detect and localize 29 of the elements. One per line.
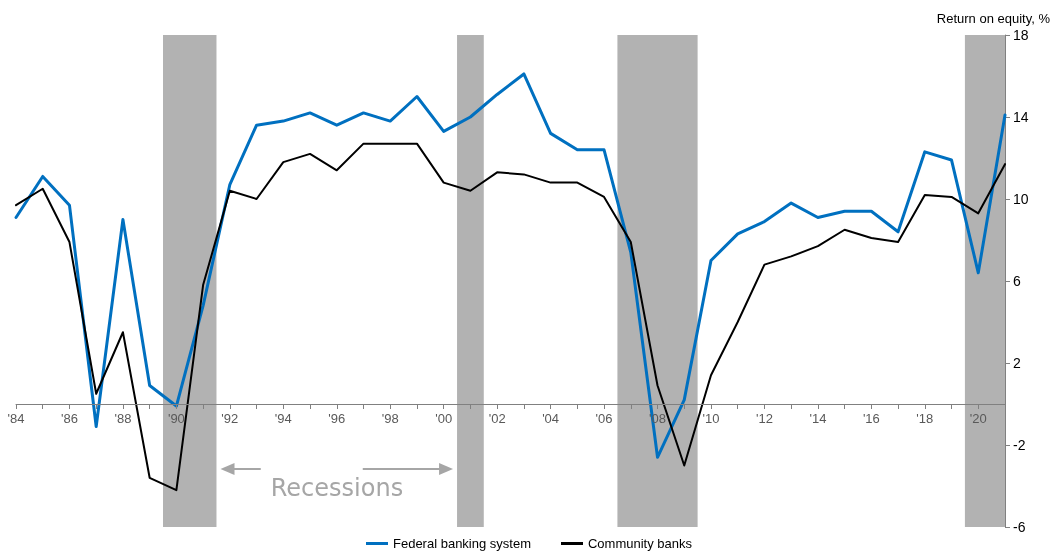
x-tick-label: '98 xyxy=(381,411,399,426)
x-tick-label: '96 xyxy=(328,411,346,426)
y-tick-label: 18 xyxy=(1013,27,1029,43)
x-tick-label: '02 xyxy=(488,411,506,426)
x-tick-label: '14 xyxy=(809,411,827,426)
y-tick-label: -6 xyxy=(1013,519,1026,535)
x-tick-label: '20 xyxy=(969,411,987,426)
y-axis-title: Return on equity, % xyxy=(936,11,1051,26)
y-tick-label: 2 xyxy=(1013,355,1021,371)
annotation: Recessions xyxy=(270,474,404,502)
y-tick-label: -2 xyxy=(1013,437,1026,453)
x-tick-label: '88 xyxy=(114,411,132,426)
x-tick-label: '16 xyxy=(862,411,880,426)
x-tick-label: '94 xyxy=(274,411,292,426)
y-tick-label: 6 xyxy=(1013,273,1021,289)
legend-label: Federal banking system xyxy=(392,536,531,551)
x-tick-label: '92 xyxy=(221,411,239,426)
x-tick-label: '18 xyxy=(916,411,934,426)
x-tick-label: '90 xyxy=(167,411,185,426)
x-tick-label: '10 xyxy=(702,411,720,426)
x-tick-label: '84 xyxy=(7,411,25,426)
y-tick-label: 10 xyxy=(1013,191,1029,207)
y-tick-label: 14 xyxy=(1013,109,1029,125)
legend-label: Community banks xyxy=(587,536,693,551)
x-tick-label: '00 xyxy=(435,411,453,426)
x-tick-label: '86 xyxy=(60,411,78,426)
x-tick-label: '04 xyxy=(542,411,560,426)
x-tick-label: '06 xyxy=(595,411,613,426)
x-tick-label: '12 xyxy=(755,411,773,426)
